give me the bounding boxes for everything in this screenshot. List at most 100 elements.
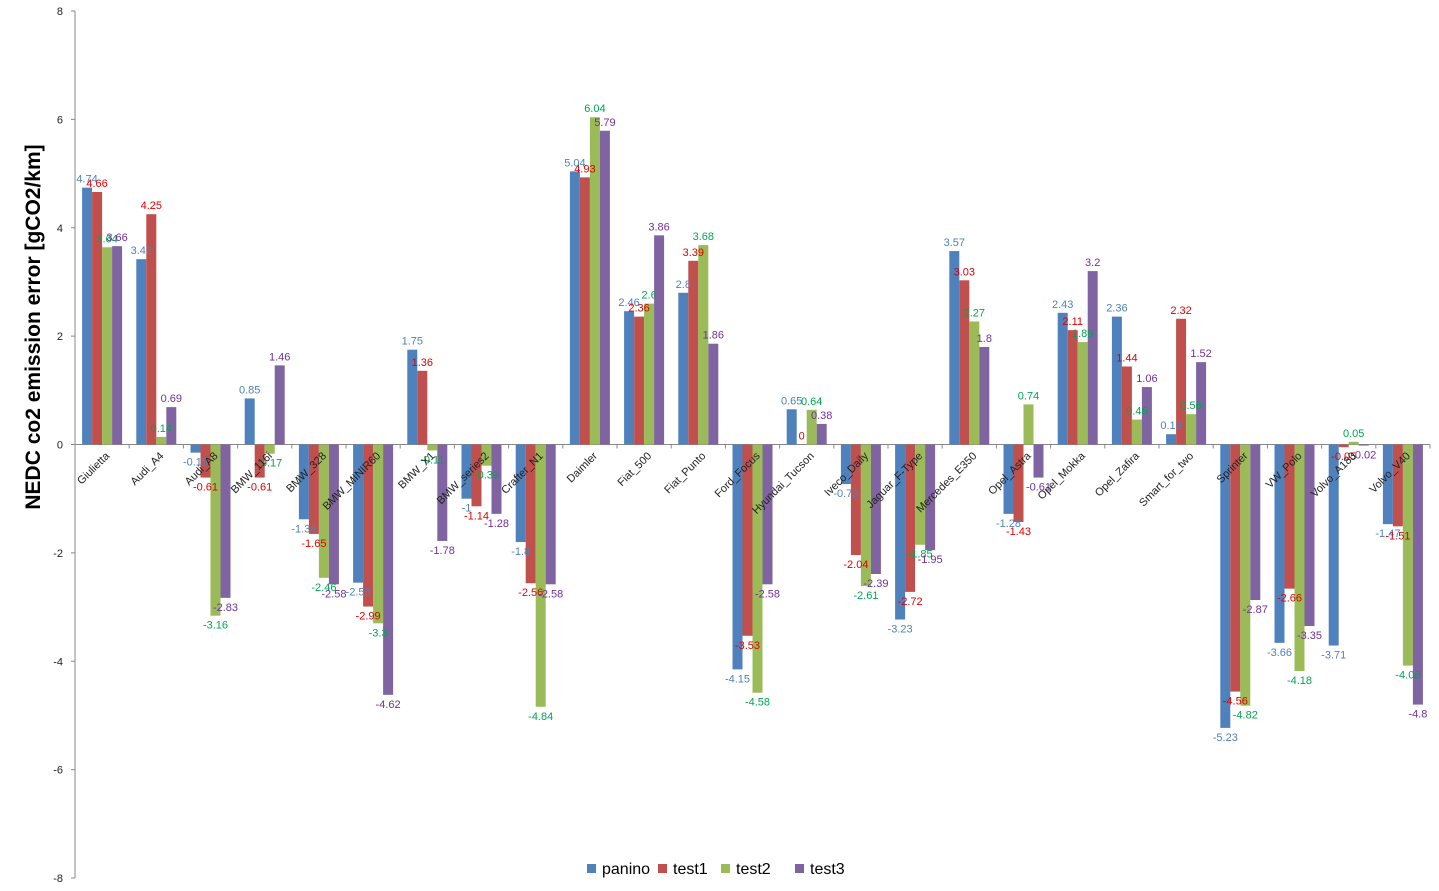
- data-label-test2: -1.85: [908, 549, 933, 561]
- data-label-test3: 1.52: [1190, 348, 1211, 360]
- data-label-test2: -3.16: [203, 620, 228, 632]
- bar-test1: [1176, 318, 1187, 445]
- bar-panino: [1220, 444, 1231, 728]
- bar-panino: [190, 444, 201, 453]
- data-label-test2: -2.61: [853, 590, 878, 602]
- bar-test3: [708, 343, 719, 445]
- bar-test2: [264, 444, 275, 454]
- bar-panino: [732, 444, 743, 670]
- data-label-panino: 3.57: [944, 237, 965, 249]
- bar-panino: [949, 251, 960, 445]
- data-label-test2: 3.64: [96, 233, 117, 245]
- data-label-test2: 0.46: [1126, 406, 1147, 418]
- data-label-test3: -1.28: [484, 518, 509, 530]
- bar-test1: [1284, 444, 1295, 589]
- bar-test1: [471, 444, 482, 507]
- data-label-test3: 3.86: [648, 221, 669, 233]
- data-label-test3: -2.83: [213, 602, 238, 614]
- bar-panino: [895, 444, 906, 620]
- data-label-test3: -2.39: [863, 578, 888, 590]
- data-label-test1: 4.25: [141, 200, 162, 212]
- bar-test2: [1186, 414, 1197, 445]
- bar-test1: [308, 444, 319, 534]
- data-labels: 4.74 3.42 -0.15 0.85 -1.38 -2.55 1.75 -1 -1.8 5.0…: [76, 103, 1427, 744]
- bar-test1: [1338, 444, 1349, 448]
- y-tick-label: -8: [53, 873, 63, 885]
- data-label-test1: -2.04: [843, 559, 868, 571]
- legend-label-test3: test3: [810, 861, 845, 878]
- data-label-panino: -1.8: [511, 546, 530, 558]
- bar-panino: [678, 292, 689, 445]
- legend-swatch-test1: [658, 864, 667, 873]
- y-tick-label: 2: [57, 331, 63, 343]
- legend-swatch-test2: [721, 864, 730, 873]
- bar-test3: [1033, 444, 1044, 478]
- bar-panino: [1166, 434, 1177, 445]
- bar-test1: [579, 177, 590, 445]
- data-label-panino: 4.74: [76, 174, 97, 186]
- data-label-test1: 4.66: [86, 178, 107, 190]
- bar-panino: [82, 187, 93, 445]
- bar-panino: [298, 444, 309, 520]
- bar-test2: [644, 303, 655, 445]
- bar-panino: [353, 444, 364, 583]
- data-label-test1: -4.56: [1223, 696, 1248, 708]
- data-label-test3: -0.61: [1026, 482, 1051, 494]
- data-label-test2: 0.05: [1343, 428, 1364, 440]
- data-label-test2: 0.74: [1018, 390, 1039, 402]
- bar-test3: [220, 444, 231, 598]
- data-label-test2: 6.04: [584, 103, 605, 115]
- data-label-test2: -4.58: [745, 697, 770, 709]
- bar-test3: [762, 444, 773, 585]
- category-label: Opel_Zafira: [1093, 450, 1143, 500]
- bar-test2: [102, 247, 113, 445]
- bar-test3: [1358, 444, 1369, 446]
- bars: [82, 117, 1423, 728]
- data-label-panino: -4.15: [725, 673, 750, 685]
- bar-test2: [1402, 444, 1413, 666]
- data-label-test1: 4.93: [574, 163, 595, 175]
- bar-test1: [363, 444, 374, 607]
- y-tick-label: 4: [57, 223, 63, 235]
- data-label-test3: 1.86: [703, 330, 724, 342]
- data-label-test3: 1.8: [977, 333, 992, 345]
- bar-test1: [1121, 366, 1132, 445]
- data-label-panino: -1.38: [291, 523, 316, 535]
- data-label-panino: -1.28: [996, 518, 1021, 530]
- data-label-test3: 0.38: [811, 410, 832, 422]
- bar-test3: [870, 444, 881, 575]
- bar-test1: [959, 280, 970, 445]
- data-label-test3: -2.87: [1243, 604, 1268, 616]
- bar-test1: [417, 370, 428, 445]
- bar-test2: [318, 444, 329, 578]
- data-label-panino: -3.23: [888, 624, 913, 636]
- category-label: Fiat_Punto: [662, 450, 708, 496]
- bar-test1: [1067, 330, 1078, 445]
- data-label-panino: 5.04: [564, 157, 585, 169]
- data-label-test2: -4.08: [1395, 670, 1420, 682]
- bar-panino: [1274, 444, 1285, 643]
- bar-panino: [461, 444, 472, 499]
- bar-test3: [166, 407, 177, 445]
- data-label-panino: -1.47: [1375, 528, 1400, 540]
- data-label-panino: 0.65: [781, 395, 802, 407]
- y-tick-label: -4: [53, 656, 63, 668]
- bar-panino: [786, 409, 797, 445]
- data-label-panino: -0.73: [833, 488, 858, 500]
- data-label-test1: -2.99: [356, 611, 381, 623]
- data-label-test2: -0.39: [474, 470, 499, 482]
- data-label-test2: -4.82: [1233, 710, 1258, 722]
- data-label-test1: -0.61: [193, 482, 218, 494]
- data-label-test3: 5.79: [594, 117, 615, 129]
- y-tick-label: -6: [53, 765, 63, 777]
- bar-panino: [624, 311, 635, 445]
- bar-test3: [1250, 444, 1261, 601]
- bar-test2: [752, 444, 763, 693]
- bar-test2: [806, 409, 817, 445]
- data-label-test2: -2.46: [311, 582, 336, 594]
- data-label-test1: -3.53: [735, 640, 760, 652]
- legend-label-test2: test2: [736, 861, 771, 878]
- bar-test2: [373, 444, 384, 624]
- data-label-test1: 1.36: [412, 357, 433, 369]
